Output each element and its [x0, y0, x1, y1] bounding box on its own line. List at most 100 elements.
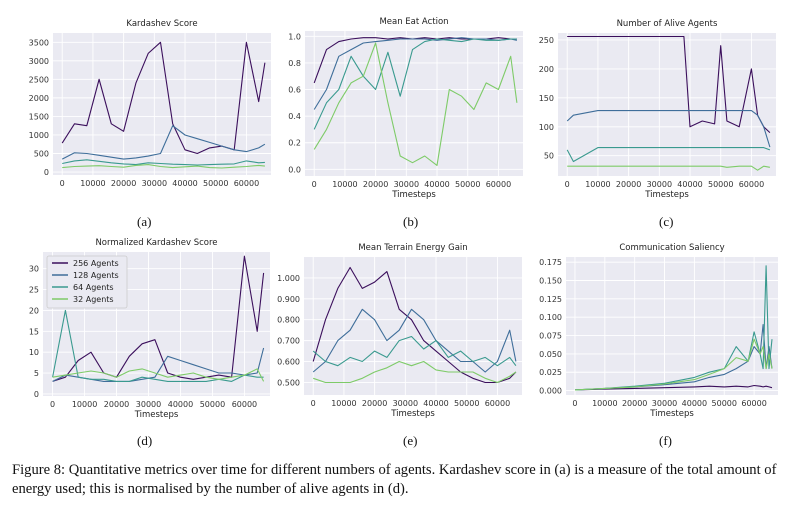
x-tick-label-f: 40000	[682, 399, 707, 408]
series-line-64-agents	[312, 335, 517, 367]
x-tick-label-d: 30000	[136, 400, 161, 409]
y-tick-label-e: 0.600	[277, 358, 300, 367]
x-tick-label-d: 50000	[200, 400, 225, 409]
x-tick-label-f: 10000	[592, 399, 617, 408]
y-tick-label-a: 3000	[29, 57, 49, 66]
x-axis-label-e: Timesteps	[390, 409, 435, 419]
y-tick-label-f: 0.000	[539, 387, 562, 396]
chart-title-d: Normalized Kardashev Score	[95, 238, 217, 248]
x-tick-label-f: 20000	[622, 399, 647, 408]
subcaption-e: (e)	[403, 433, 418, 448]
y-tick-label-b: 0.0	[288, 165, 301, 174]
y-tick-label-c: 150	[539, 94, 554, 103]
x-axis-label-b: Timesteps	[391, 190, 436, 200]
x-tick-label-f: 50000	[712, 399, 737, 408]
y-tick-label-c: 50	[544, 152, 554, 161]
x-tick-label-f: 60000	[741, 399, 766, 408]
series-line-256-agents	[567, 35, 771, 134]
plot-area-b	[305, 31, 523, 176]
subcaption-f: (f)	[659, 433, 672, 448]
x-tick-label-b: 60000	[486, 180, 511, 189]
legend-box	[46, 255, 128, 309]
y-tick-label-e: 0.700	[277, 337, 300, 346]
x-tick-label-f: 30000	[652, 399, 677, 408]
y-tick-label-b: 0.4	[288, 112, 301, 121]
x-tick-label-b: 30000	[394, 180, 419, 189]
series-line-32-agents	[574, 338, 773, 391]
x-tick-label-b: 20000	[363, 180, 388, 189]
y-tick-label-f: 0.025	[539, 368, 562, 377]
x-tick-label-c: 50000	[708, 180, 733, 189]
x-axis-label-f: Timesteps	[649, 409, 694, 419]
x-tick-label-b: 0	[312, 180, 317, 189]
x-axis-label-c: Timesteps	[644, 190, 689, 200]
legend-label: 256 Agents	[73, 259, 119, 268]
y-tick-label-d: 15	[29, 327, 39, 336]
y-tick-label-d: 0	[34, 390, 39, 399]
x-tick-label-b: 40000	[424, 180, 449, 189]
legend-label: 32 Agents	[73, 295, 114, 304]
subcaption-d: (d)	[137, 433, 153, 448]
x-tick-label-a: 20000	[111, 179, 136, 188]
x-tick-label-d: 60000	[232, 400, 257, 409]
plot-area-c	[558, 33, 776, 176]
series-line-64-agents	[574, 265, 773, 391]
x-tick-label-f: 0	[572, 399, 577, 408]
x-tick-label-b: 50000	[455, 180, 480, 189]
y-tick-label-f: 0.175	[539, 258, 562, 267]
series-line-128-agents	[313, 37, 518, 110]
series-line-64-agents	[313, 38, 517, 130]
series-line-32-agents	[62, 164, 265, 169]
x-tick-label-a: 40000	[172, 179, 197, 188]
chart-title-e: Mean Terrain Energy Gain	[358, 243, 467, 253]
series-line-32-agents	[313, 42, 518, 166]
y-tick-label-f: 0.050	[539, 350, 562, 359]
x-tick-label-e: 0	[311, 399, 316, 408]
subcaption-c: (c)	[659, 214, 674, 229]
legend-label: 128 Agents	[73, 271, 119, 280]
series-line-256-agents	[574, 384, 773, 391]
y-tick-label-c: 250	[539, 36, 554, 45]
x-axis-label-d: Timesteps	[134, 410, 179, 420]
y-tick-label-f: 0.100	[539, 313, 562, 322]
x-tick-label-c: 20000	[616, 180, 641, 189]
chart-e: 0.500 0.600 0.700 0.800 0.900 1.000 0 10000 2000…	[277, 243, 522, 419]
y-tick-label-f: 0.125	[539, 295, 562, 304]
y-tick-label-f: 0.075	[539, 332, 562, 341]
series-line-64-agents	[62, 159, 265, 166]
subcaption-a: (a)	[137, 214, 152, 229]
x-tick-label-e: 30000	[393, 399, 418, 408]
x-tick-label-c: 0	[565, 180, 570, 189]
x-tick-label-a: 30000	[142, 179, 167, 188]
chart-f: 0.000 0.025 0.050 0.075 0.100 0.125 0.150 0.175…	[539, 243, 778, 419]
y-tick-label-e: 0.500	[277, 378, 300, 387]
legend-label: 64 Agents	[73, 283, 114, 292]
x-tick-label-c: 40000	[677, 180, 702, 189]
legend: 256 Agents 128 Agents 64 Agents 32 Agents	[46, 255, 128, 309]
y-tick-label-e: 1.000	[277, 274, 300, 283]
y-tick-label-d: 5	[34, 369, 39, 378]
x-tick-label-b: 10000	[332, 180, 357, 189]
series-line-32-agents	[567, 165, 770, 171]
chart-c: 50 100 150 200 250 0 10000 20000 30000 40000 50000…	[539, 19, 776, 200]
y-tick-label-a: 3500	[29, 38, 49, 47]
y-tick-label-d: 10	[29, 348, 39, 357]
series-line-32-agents	[313, 360, 517, 384]
figure-caption: Figure 8: Quantitative metrics over time…	[12, 461, 796, 499]
chart-title-f: Communication Saliency	[619, 243, 724, 253]
chart-a: 0 500 1000 1500 2000 2500 3000 3500 0 10000 20000 3…	[29, 19, 271, 188]
x-tick-label-d: 10000	[72, 400, 97, 409]
y-tick-label-c: 100	[539, 123, 554, 132]
x-tick-label-a: 60000	[234, 179, 259, 188]
chart-title-c: Number of Alive Agents	[617, 19, 718, 29]
x-tick-label-e: 50000	[454, 399, 479, 408]
series-line-256-agents	[61, 41, 266, 155]
figure-caption-text: Quantitative metrics over time for diffe…	[12, 462, 777, 497]
series-line-64-agents	[52, 309, 264, 382]
chart-title-b: Mean Eat Action	[379, 17, 448, 27]
y-tick-label-a: 500	[34, 149, 49, 158]
y-tick-label-b: 1.0	[288, 32, 301, 41]
x-tick-label-c: 10000	[585, 180, 610, 189]
y-tick-label-b: 0.6	[288, 86, 301, 95]
